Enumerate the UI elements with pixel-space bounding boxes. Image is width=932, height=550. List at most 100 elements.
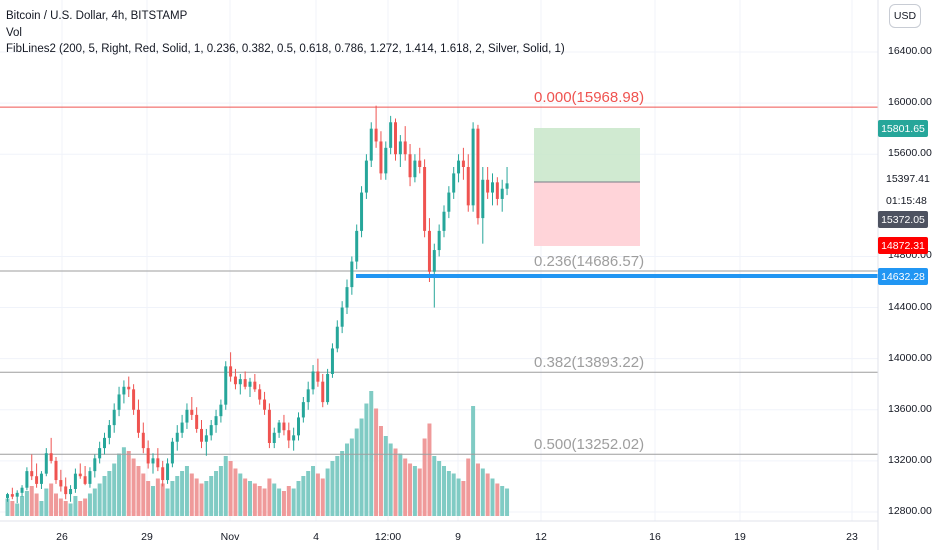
volume-bar	[364, 403, 369, 516]
candle-body	[73, 473, 77, 489]
candle-body	[277, 422, 281, 433]
candle-body	[170, 441, 174, 464]
volume-bar	[301, 476, 306, 516]
volume-bar	[233, 468, 238, 516]
fib-level-label: 0.382(13893.22)	[534, 354, 645, 372]
time-axis-label: Nov	[220, 531, 240, 543]
candle-body	[127, 386, 131, 390]
candle-body	[122, 386, 126, 395]
candle-body	[491, 182, 494, 193]
price-axis-label: 14000.00	[888, 351, 932, 364]
candle-body	[253, 381, 257, 390]
candle-body	[306, 389, 310, 403]
candle-body	[44, 453, 48, 474]
candle-body	[136, 409, 140, 433]
candle-body	[486, 179, 490, 193]
candle-body	[64, 486, 68, 495]
volume-bar	[398, 453, 403, 516]
volume-bar	[369, 391, 374, 516]
candle-body	[316, 371, 320, 382]
volume-bar	[286, 486, 291, 516]
fib-indicator-label[interactable]: FibLines2 (200, 5, Right, Red, Solid, 1,…	[6, 43, 565, 55]
candle-body	[146, 448, 150, 464]
volume-bar	[437, 461, 442, 516]
candle-body	[190, 409, 194, 415]
candle-body	[204, 435, 208, 442]
volume-bar	[320, 478, 325, 516]
candle-body	[248, 381, 252, 387]
volume-bar	[204, 481, 209, 516]
currency-button[interactable]: USD	[889, 4, 921, 28]
candle-body	[466, 167, 470, 206]
candle-body	[481, 179, 485, 219]
volume-bar	[54, 493, 58, 516]
candle-body	[282, 422, 286, 431]
candle-body	[311, 371, 315, 390]
upper-price-label: 15397.41	[886, 173, 930, 185]
candle-body	[258, 389, 262, 400]
time-axis-label: 29	[141, 531, 153, 543]
candle-body	[267, 409, 271, 443]
candle-body	[214, 416, 218, 426]
volume-bar	[184, 466, 189, 516]
candle-body	[500, 188, 504, 199]
volume-bar	[412, 466, 417, 516]
volume-bar	[83, 498, 88, 516]
candle-body	[30, 471, 34, 477]
volume-bar	[403, 458, 408, 516]
time-axis-label: 9	[455, 531, 461, 543]
candle-body	[384, 147, 388, 174]
volume-bar	[243, 478, 248, 516]
target-price-tag: 15801.65	[878, 120, 928, 137]
volume-bar	[485, 473, 490, 516]
candle-body	[452, 173, 456, 193]
candle-body	[398, 141, 402, 155]
volume-bar	[5, 498, 10, 516]
candle-body	[49, 453, 53, 461]
symbol-title[interactable]: Bitcoin / U.S. Dollar, 4h, BITSTAMP	[6, 10, 188, 22]
time-axis-label: 16	[649, 531, 661, 543]
candle-body	[297, 417, 300, 436]
candle-body	[39, 473, 43, 484]
candle-body	[103, 437, 106, 449]
volume-bar	[432, 456, 437, 516]
candle-body	[340, 307, 344, 327]
volume-bar	[78, 501, 83, 516]
candles	[6, 105, 509, 504]
candle-body	[141, 432, 145, 449]
volume-bar	[209, 476, 214, 516]
stop-zone	[534, 182, 640, 246]
candle-body	[394, 122, 397, 155]
candle-body	[364, 160, 368, 193]
volume-bar	[29, 486, 34, 516]
candle-body	[461, 160, 465, 167]
candle-body	[219, 404, 223, 417]
volume-bar	[238, 473, 243, 516]
volume-bar	[102, 476, 107, 516]
candle-body	[10, 494, 14, 497]
candle-body	[175, 432, 179, 442]
candle-body	[98, 448, 102, 459]
chart-legend: Bitcoin / U.S. Dollar, 4h, BITSTAMP Vol …	[6, 8, 565, 58]
candle-body	[321, 381, 325, 403]
volume-bar	[345, 443, 349, 516]
volume-bar	[58, 498, 63, 516]
volume-bar	[170, 481, 175, 516]
candle-body	[423, 167, 427, 231]
candle-body	[25, 471, 29, 488]
candle-body	[355, 230, 359, 262]
volume-bar	[155, 478, 160, 516]
volume-bar	[417, 468, 422, 516]
candle-body	[117, 394, 121, 410]
candle-body	[166, 463, 170, 481]
time-axis-label: 12	[535, 531, 547, 543]
candle-body	[233, 376, 237, 385]
volume-bar	[393, 448, 398, 516]
candle-body	[476, 128, 480, 219]
fib-lines	[0, 106, 878, 455]
volume-bar	[490, 478, 495, 516]
fib-level-label: 0.000(15968.98)	[534, 89, 645, 107]
candle-body	[442, 211, 446, 231]
volume-indicator-label[interactable]: Vol	[6, 26, 22, 39]
